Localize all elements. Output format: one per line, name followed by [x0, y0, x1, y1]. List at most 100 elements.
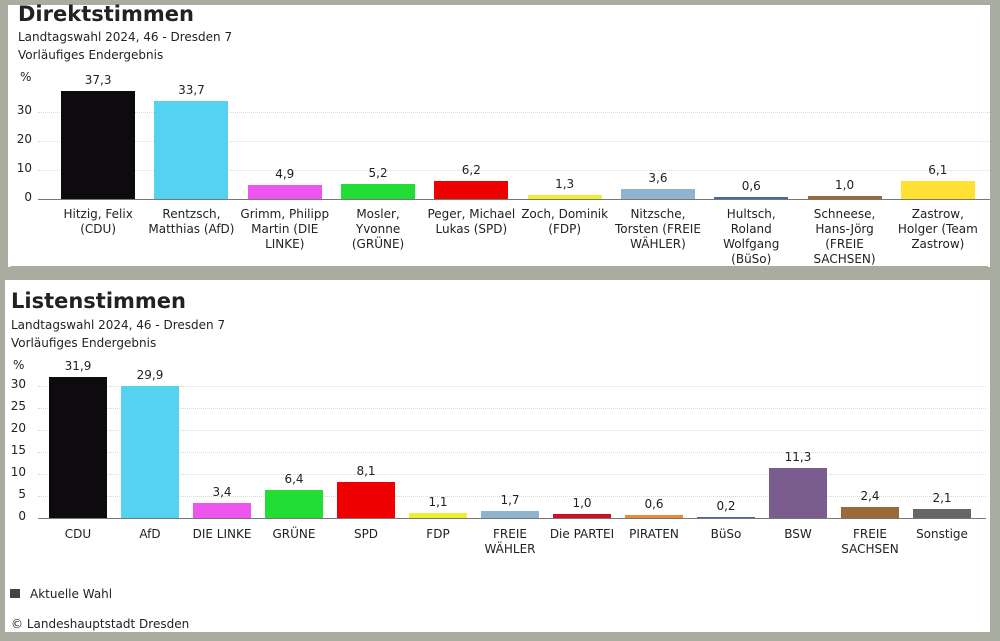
value-label: 0,2 [716, 499, 736, 514]
value-label: 33,7 [178, 83, 205, 98]
bar [434, 181, 509, 199]
x-tick-label: Rentzsch, Matthias (AfD) [148, 207, 235, 236]
bar [913, 508, 971, 518]
value-label: 3,6 [648, 170, 668, 185]
bar [527, 195, 602, 199]
grid-line [38, 170, 990, 171]
grid-line [38, 141, 990, 142]
x-tick-label: GRÜNE [272, 527, 316, 541]
y-axis-label: % [20, 70, 32, 84]
y-tick-label: 20 [10, 420, 26, 435]
chart-note: Vorläufiges Endergebnis [18, 48, 164, 62]
grid-line [38, 407, 986, 409]
grid-line [38, 429, 986, 431]
chart-subtitle: Landtagswahl 2024, 46 - Dresden 7 [18, 30, 233, 44]
value-label: 29,9 [136, 368, 164, 383]
bar [61, 90, 136, 199]
bar [193, 503, 251, 518]
bar [769, 468, 827, 518]
x-tick-label: PIRATEN [629, 527, 679, 541]
chart-subtitle: Landtagswahl 2024, 46 - Dresden 7 [11, 318, 226, 332]
x-tick-label: CDU [64, 527, 92, 541]
value-label: 0,6 [741, 179, 761, 194]
separator [8, 266, 990, 274]
value-label: 4,9 [275, 166, 295, 181]
chart-title: Listenstimmen [11, 289, 187, 313]
grid-line [38, 495, 986, 497]
value-label: 37,3 [84, 72, 112, 87]
value-label: 2,1 [932, 490, 952, 505]
value-label: 6,4 [284, 471, 304, 486]
bar [247, 184, 322, 199]
value-label: 11,3 [784, 450, 812, 465]
legend-label: Aktuelle Wahl [30, 587, 113, 601]
grid-line [38, 473, 986, 475]
bar [697, 517, 755, 518]
y-tick-label: 10 [10, 464, 26, 479]
legend-swatch [10, 589, 20, 598]
y-tick-label: 15 [10, 442, 26, 457]
x-tick-label: Mosler, Yvonne (GRÜNE) [351, 207, 405, 251]
bar [625, 515, 683, 518]
value-label: 1,0 [572, 495, 592, 510]
x-tick-label: BüSo [710, 527, 742, 541]
value-label: 1,3 [555, 177, 575, 192]
value-label: 6,2 [461, 163, 481, 178]
chart-title: Direktstimmen [18, 2, 194, 26]
x-tick-label: FREIE WÄHLER [484, 527, 536, 556]
bar [265, 489, 323, 518]
x-axis [38, 199, 990, 200]
x-tick-label: Zastrow, Holger (Team Zastrow) [897, 207, 978, 251]
bar [49, 377, 107, 518]
bar [121, 386, 179, 518]
x-tick-label: Hitzig, Felix (CDU) [63, 207, 133, 236]
x-tick-label: FDP [426, 527, 450, 541]
x-tick-label: Grimm, Philipp Martin (DIE LINKE) [240, 207, 330, 251]
value-label: 6,1 [928, 163, 948, 178]
bar [409, 513, 467, 518]
x-tick-label: SPD [353, 527, 379, 541]
y-tick-label: 30 [16, 103, 32, 117]
value-label: 0,6 [644, 497, 664, 512]
y-tick-label: 20 [16, 132, 32, 146]
value-label: 5,2 [368, 165, 388, 180]
y-tick-label: 5 [18, 486, 26, 501]
source: © Landeshauptstadt Dresden [11, 617, 190, 631]
y-tick-label: 30 [10, 376, 26, 391]
x-tick-label: BSW [784, 527, 812, 541]
value-label: 1,1 [428, 495, 448, 510]
bar [807, 196, 882, 199]
x-axis [38, 518, 986, 519]
bar [337, 482, 395, 518]
bar [154, 101, 229, 199]
x-tick-label: Schneese, Hans-Jörg (FREIE SACHSEN) [813, 207, 876, 266]
y-tick-label: 0 [18, 509, 26, 523]
bar [341, 183, 416, 199]
bar [841, 507, 899, 518]
bar [714, 197, 789, 199]
y-tick-label: 10 [16, 161, 32, 175]
y-tick-label: 0 [24, 190, 32, 204]
x-tick-label: DIE LINKE [192, 527, 252, 541]
x-tick-label: Peger, Michael Lukas (SPD) [427, 207, 516, 236]
grid-line [38, 451, 986, 453]
x-tick-label: Nitzsche, Torsten (FREIE WÄHLER) [614, 207, 701, 251]
value-label: 31,9 [64, 359, 92, 374]
grid-line [38, 385, 986, 387]
value-label: 1,7 [500, 492, 520, 507]
x-tick-label: Sonstige [916, 527, 968, 541]
x-tick-label: AfD [139, 527, 161, 541]
chart-note: Vorläufiges Endergebnis [11, 336, 157, 350]
value-label: 2,4 [860, 489, 880, 504]
bar [620, 188, 695, 199]
bar [481, 510, 539, 518]
value-label: 1,0 [835, 178, 855, 193]
x-tick-label: FREIE SACHSEN [841, 527, 899, 556]
value-label: 8,1 [356, 464, 376, 479]
x-tick-label: Zoch, Dominik (FDP) [521, 207, 609, 236]
grid-line [38, 112, 990, 113]
y-tick-label: 25 [10, 398, 26, 413]
bar [553, 513, 611, 518]
bar [900, 181, 975, 199]
